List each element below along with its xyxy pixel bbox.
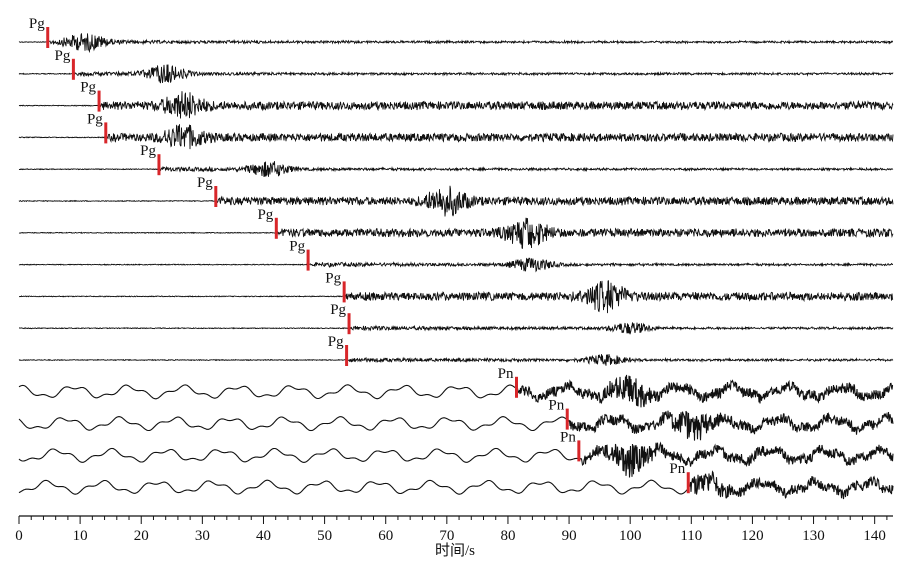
x-tick-label: 100	[619, 528, 642, 544]
x-tick-label: 0	[15, 528, 23, 544]
x-tick-label: 20	[134, 528, 149, 544]
seismic-trace-8	[18, 257, 893, 273]
phase-label-5: Pg	[140, 143, 156, 159]
x-tick-label: 50	[317, 528, 332, 544]
x-tick-label: 130	[802, 528, 825, 544]
pick-group: Pg Pg Pg Pg Pg Pg Pg Pg Pg Pg Pg Pn Pn Pn Pn	[29, 16, 690, 494]
phase-label-2: Pg	[55, 48, 71, 64]
seismic-trace-13	[18, 410, 894, 441]
x-tick-label: 90	[562, 528, 577, 544]
phase-label-12: Pn	[498, 366, 514, 382]
phase-label-11: Pg	[328, 334, 344, 350]
phase-label-15: Pn	[669, 461, 685, 477]
seismic-trace-10	[19, 322, 894, 335]
phase-label-4: Pg	[87, 111, 103, 127]
x-tick-label: 120	[741, 528, 764, 544]
phase-label-10: Pg	[330, 302, 346, 318]
phase-label-7: Pg	[257, 207, 273, 223]
x-tick-label: 10	[73, 528, 88, 544]
trace-group	[18, 33, 894, 500]
phase-label-14: Pn	[560, 429, 576, 445]
phase-label-8: Pg	[289, 239, 305, 255]
seismic-trace-4	[18, 124, 894, 150]
x-tick-label: 80	[500, 528, 515, 544]
phase-label-6: Pg	[197, 175, 213, 191]
x-tick-label: 140	[863, 528, 886, 544]
seismic-trace-1	[18, 33, 893, 54]
phase-label-3: Pg	[80, 80, 96, 96]
seismic-trace-2	[18, 64, 894, 84]
phase-label-1: Pg	[29, 16, 45, 32]
seismic-trace-15	[18, 470, 894, 500]
x-tick-label: 70	[439, 528, 454, 544]
phase-label-13: Pn	[548, 398, 564, 414]
seismic-trace-9	[19, 280, 894, 314]
x-tick-label: 30	[195, 528, 210, 544]
seismic-trace-7	[18, 217, 894, 249]
seismic-trace-12	[18, 374, 894, 408]
seismic-trace-5	[18, 161, 894, 177]
x-tick-label: 60	[378, 528, 393, 544]
x-axis-label: 时间/s	[435, 542, 475, 559]
seismic-trace-11	[18, 353, 894, 366]
x-ticks: 0 10 20 30 40 50 60 70 80 90 100 110 120 130 140	[15, 516, 888, 544]
seismic-trace-3	[18, 91, 894, 119]
seismic-trace-14	[18, 441, 894, 478]
seismic-trace-6	[18, 185, 894, 217]
x-tick-label: 40	[256, 528, 271, 544]
phase-label-9: Pg	[325, 270, 341, 286]
x-tick-label: 110	[680, 528, 702, 544]
